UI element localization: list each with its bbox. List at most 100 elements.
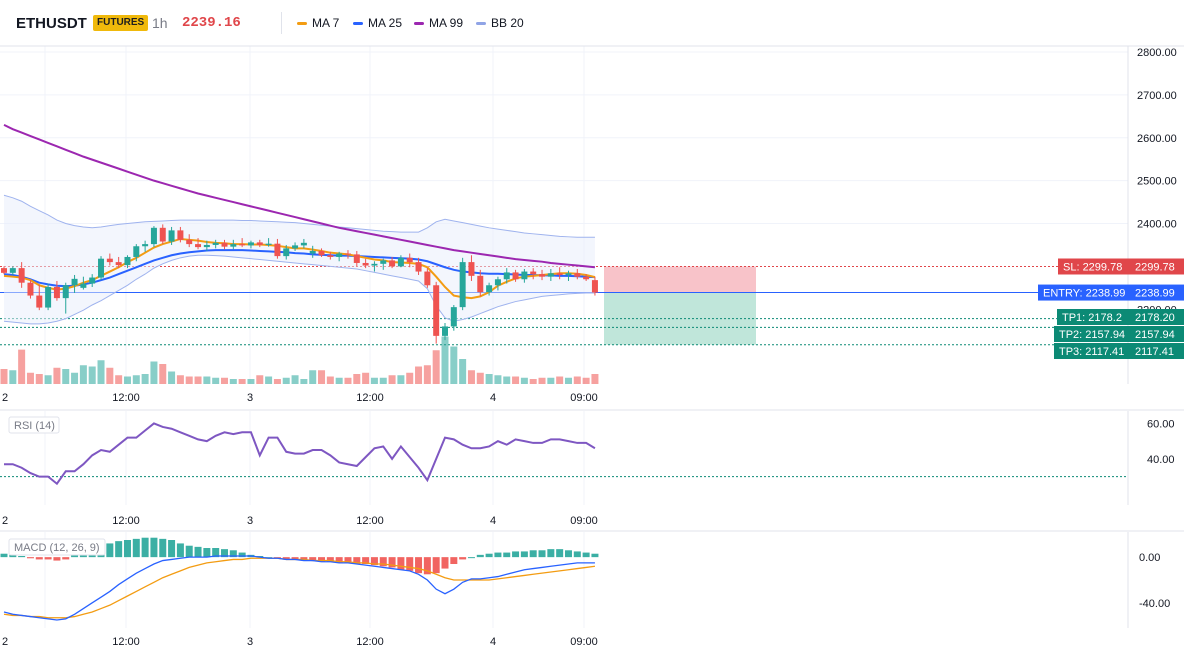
level-axis-bg-3 — [1128, 326, 1184, 342]
candle-body — [150, 227, 157, 245]
macd-histogram-bar — [9, 554, 17, 558]
level-label-2: TP1: 2178.2 — [1062, 312, 1122, 324]
candle-body — [300, 242, 307, 246]
candle-body — [53, 286, 60, 299]
candle-body — [459, 262, 466, 308]
volume-bar — [44, 375, 52, 384]
candle-body — [62, 285, 69, 299]
rsi-tick-label: 40.00 — [1147, 454, 1175, 466]
volume-bar — [326, 376, 334, 384]
candle-body — [556, 273, 563, 275]
candle-body — [433, 285, 440, 336]
price-tick-label: 2700.00 — [1137, 90, 1177, 102]
candle-body — [159, 227, 166, 242]
legend-ma99-label: MA 99 — [429, 16, 464, 30]
candle-body — [230, 244, 237, 247]
candle-body — [362, 262, 369, 266]
volume-bar — [282, 377, 290, 384]
macd-histogram-bar — [520, 551, 528, 558]
volume-bar — [406, 372, 414, 384]
macd-histogram-bar — [415, 557, 423, 574]
level-label-1: ENTRY: 2238.99 — [1043, 288, 1125, 300]
stop-loss-zone — [604, 266, 756, 293]
legend-ma25[interactable]: MA 25 — [353, 16, 402, 30]
volume-bar — [309, 370, 317, 384]
volume-bar — [273, 379, 281, 384]
macd-histogram-bar — [238, 552, 246, 558]
level-label-3: TP2: 2157.94 — [1059, 329, 1125, 341]
macd-histogram-bar — [353, 557, 361, 564]
macd-histogram-bar — [432, 557, 440, 574]
volume-bar — [291, 375, 299, 384]
time-axis-label: 2 — [2, 515, 8, 527]
candle-body — [336, 253, 343, 257]
volume-bar — [591, 374, 599, 384]
volume-bar — [467, 370, 475, 384]
candle-body — [442, 326, 448, 336]
volume-bar — [459, 359, 467, 384]
time-axis-label: 12:00 — [112, 636, 140, 648]
volume-bar — [9, 370, 17, 384]
legend-bb20-label: BB 20 — [491, 16, 524, 30]
macd-histogram-bar — [512, 551, 520, 558]
candle-body — [583, 276, 590, 280]
macd-histogram-bar — [379, 557, 387, 567]
header-divider — [281, 12, 282, 34]
last-price: 2239.16 — [182, 15, 241, 31]
volume-bar — [582, 377, 590, 384]
macd-histogram-bar — [229, 550, 237, 558]
macd-histogram-bar — [344, 557, 352, 563]
symbol-title[interactable]: ETHUSDT — [16, 15, 87, 32]
candle-body — [203, 244, 210, 248]
candle-body — [168, 230, 175, 242]
level-axis-bg-0 — [1128, 258, 1184, 275]
candle-body — [115, 262, 122, 266]
candle-body — [574, 273, 581, 277]
volume-bar — [494, 375, 502, 384]
candle-body — [477, 275, 484, 293]
timeframe-label[interactable]: 1h — [152, 15, 168, 31]
volume-bar — [370, 377, 378, 384]
ma7-swatch — [297, 21, 307, 25]
volume-bar — [512, 376, 520, 384]
level-axis-label-4: 2117.41 — [1135, 346, 1174, 358]
candle-body — [221, 242, 228, 247]
time-axis-label: 12:00 — [356, 515, 384, 527]
volume-bar — [415, 366, 423, 384]
macd-histogram-bar — [62, 557, 70, 560]
candle-body — [256, 242, 263, 245]
candle-body — [389, 260, 396, 267]
level-label-bg-3 — [1054, 326, 1128, 342]
macd-histogram-bar — [441, 557, 449, 569]
macd-histogram-bar — [591, 553, 599, 558]
legend-bb20[interactable]: BB 20 — [476, 16, 524, 30]
volume-bar — [520, 377, 528, 384]
legend-ma7[interactable]: MA 7 — [297, 16, 339, 30]
candle-body — [177, 230, 184, 240]
macd-histogram-bar — [18, 556, 26, 558]
volume-bar — [0, 369, 8, 384]
macd-histogram-bar — [397, 557, 405, 570]
time-axis-label: 3 — [247, 392, 253, 404]
volume-bar — [362, 372, 370, 384]
candle-body — [133, 246, 140, 257]
candle-body — [380, 260, 387, 264]
macd-histogram-bar — [326, 557, 334, 562]
candle-body — [503, 272, 510, 280]
legend-ma99[interactable]: MA 99 — [414, 16, 463, 30]
macd-histogram-bar — [159, 538, 167, 558]
volume-bar — [547, 377, 555, 384]
volume-bar — [238, 379, 246, 384]
macd-histogram-bar — [582, 552, 590, 558]
level-axis-label-2: 2178.20 — [1135, 312, 1175, 324]
macd-histogram-bar — [26, 557, 34, 559]
level-label-0: SL: 2299.78 — [1063, 261, 1122, 273]
volume-bar — [564, 377, 572, 384]
volume-bar — [256, 375, 264, 384]
volume-bar — [318, 370, 326, 384]
volume-bar — [353, 374, 361, 384]
volume-bar — [168, 371, 176, 384]
candle-body — [186, 239, 193, 245]
macd-histogram-bar — [547, 549, 555, 558]
